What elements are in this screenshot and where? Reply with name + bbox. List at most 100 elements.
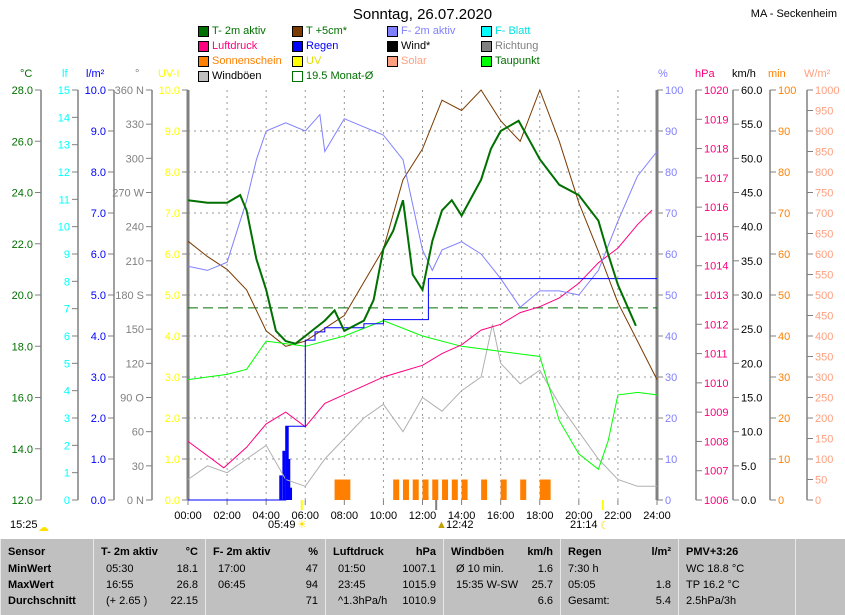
axis-tick-label: 70 xyxy=(778,208,790,220)
axis-tick-label: 2.0 xyxy=(165,413,180,425)
table-cell: Regen xyxy=(568,546,602,558)
table-cell: T- 2m aktiv xyxy=(101,546,158,558)
table-cell: hPa xyxy=(415,546,436,558)
axis-tick-label: 15 xyxy=(58,85,70,97)
axis-tick-label: 40.0 xyxy=(741,222,762,234)
legend-item: Solar xyxy=(387,55,427,67)
axis-tick-label: 300 xyxy=(815,372,833,384)
axis-tick-label: 800 xyxy=(815,167,833,179)
axis-tick-label: 360 N xyxy=(115,85,144,97)
x-tick-label: 18:00 xyxy=(526,510,554,522)
axis-tick-label: 15.0 xyxy=(741,393,762,405)
axis-unit-label: l/m² xyxy=(86,68,105,80)
legend-label: Richtung xyxy=(495,40,539,52)
axis-tick-label: 10 xyxy=(58,222,70,234)
table-cell: 22.15 xyxy=(170,595,198,607)
axis-tick-label: 1.0 xyxy=(91,454,106,466)
axis-tick-label: 30.0 xyxy=(741,290,762,302)
axis-tick-label: 7.0 xyxy=(165,208,180,220)
axis-tick-label: 50.0 xyxy=(741,153,762,165)
axis-tick-label: 0 N xyxy=(127,495,144,507)
axis-tick-label: 22.0 xyxy=(12,239,33,251)
axis-tick-label: 80 xyxy=(778,167,790,179)
legend-swatch xyxy=(481,40,492,52)
table-cell: km/h xyxy=(527,546,553,558)
moon-icon: ☾ xyxy=(600,520,610,532)
axis-unit-label: UV-I xyxy=(158,68,180,80)
table-cell: 06:45 xyxy=(218,579,246,591)
x-tick-label: 00:00 xyxy=(174,510,202,522)
axis-tick-label: 950 xyxy=(815,106,833,118)
axis-tick-label: 80 xyxy=(665,167,677,179)
axis-tick-label: 26.0 xyxy=(12,136,33,148)
sunshine-bar xyxy=(422,479,429,500)
legend-label: T +5cm* xyxy=(306,25,348,37)
axis-unit-label: lf xyxy=(62,68,68,80)
table-cell: 7:30 h xyxy=(568,563,599,575)
axis-tick-label: 250 xyxy=(815,393,833,405)
axis-tick-label: 8.0 xyxy=(165,167,180,179)
axis-tick-label: 6 xyxy=(64,331,70,343)
legend-item: Luftdruck xyxy=(198,40,257,52)
axis-tick-label: 550 xyxy=(815,270,833,282)
table-cell: Luftdruck xyxy=(333,546,384,558)
axis-unit-label: % xyxy=(658,68,668,80)
axis-unit-label: hPa xyxy=(695,68,715,80)
current-time: 15:25 xyxy=(10,519,38,531)
sunshine-bar xyxy=(402,479,409,500)
sunshine-bar xyxy=(544,479,551,500)
table-cell: 1010.9 xyxy=(402,595,436,607)
table-column: F- 2m aktiv% 17:00 47 06:45 94 71 xyxy=(205,539,326,615)
axis-tick-label: 18.0 xyxy=(12,341,33,353)
axis-tick-label: 10.0 xyxy=(159,85,180,97)
legend-item: Taupunkt xyxy=(481,55,540,67)
axis-tick-label: 600 xyxy=(815,249,833,261)
table-cell: PMV+3:26 xyxy=(686,546,739,558)
table-cell: 1.8 xyxy=(655,579,671,591)
table-cell: 18.1 xyxy=(176,563,198,575)
legend-swatch xyxy=(292,70,303,82)
axis-tick-label: 10.0 xyxy=(85,85,106,97)
sunshine-bar xyxy=(393,479,400,500)
axis-tick-label: 3.0 xyxy=(91,372,106,384)
axis-tick-label: 60.0 xyxy=(741,85,762,97)
sunshine-bar xyxy=(334,479,341,500)
table-column: Luftdruck hPa 01:50 1007.1 23:45 1015.9 ^1.3hP… xyxy=(325,539,444,615)
chart-title: Sonntag, 26.07.2020 xyxy=(352,6,493,23)
axis-tick-label: 60 xyxy=(665,249,677,261)
table-cell: % xyxy=(308,546,318,558)
series-line-taupunkt xyxy=(187,320,658,471)
table-cell: Sensor xyxy=(8,546,46,558)
axis-tick-label: 20.0 xyxy=(12,290,33,302)
table-cell: 6.6 xyxy=(537,595,553,607)
axis-tick-label: 60 xyxy=(778,249,790,261)
axis-unit-label: km/h xyxy=(732,68,756,80)
rain-bar xyxy=(279,475,283,500)
table-column: Windböen km/h Ø 10 min. 1.6 15:35 W-SW 25.7 6.… xyxy=(443,539,561,615)
x-tick-label: 20:00 xyxy=(565,510,593,522)
sunshine-bar xyxy=(500,479,507,500)
axis-tick-label: 0.0 xyxy=(91,495,106,507)
legend-label: UV xyxy=(306,55,322,67)
legend-label: Taupunkt xyxy=(495,55,540,67)
axis-tick-label: 1016 xyxy=(704,202,728,214)
x-tick-label: 08:00 xyxy=(331,510,359,522)
legend-label: Windböen xyxy=(212,70,262,82)
axis-tick-label: 4 xyxy=(64,386,70,398)
table-cell: 26.8 xyxy=(176,579,198,591)
axis-tick-label: 1014 xyxy=(704,261,728,273)
legend-item: Wind* xyxy=(387,40,430,52)
axis-tick-label: 13 xyxy=(58,140,70,152)
table-cell: 1.6 xyxy=(537,563,553,575)
axis-tick-label: 330 xyxy=(126,119,144,131)
sunshine-bar xyxy=(442,479,449,500)
table-cell: Ø 10 min. xyxy=(456,563,504,575)
axis-tick-label: 1012 xyxy=(704,319,728,331)
axis-tick-label: 60 xyxy=(132,427,144,439)
legend-swatch xyxy=(387,40,398,52)
axis-tick-label: 16.0 xyxy=(12,393,33,405)
axis-tick-label: 120 xyxy=(126,358,144,370)
station-name: MA - Seckenheim xyxy=(750,8,837,20)
axis-tick-label: 100 xyxy=(665,85,683,97)
legend-item: T- 2m aktiv xyxy=(198,25,266,37)
